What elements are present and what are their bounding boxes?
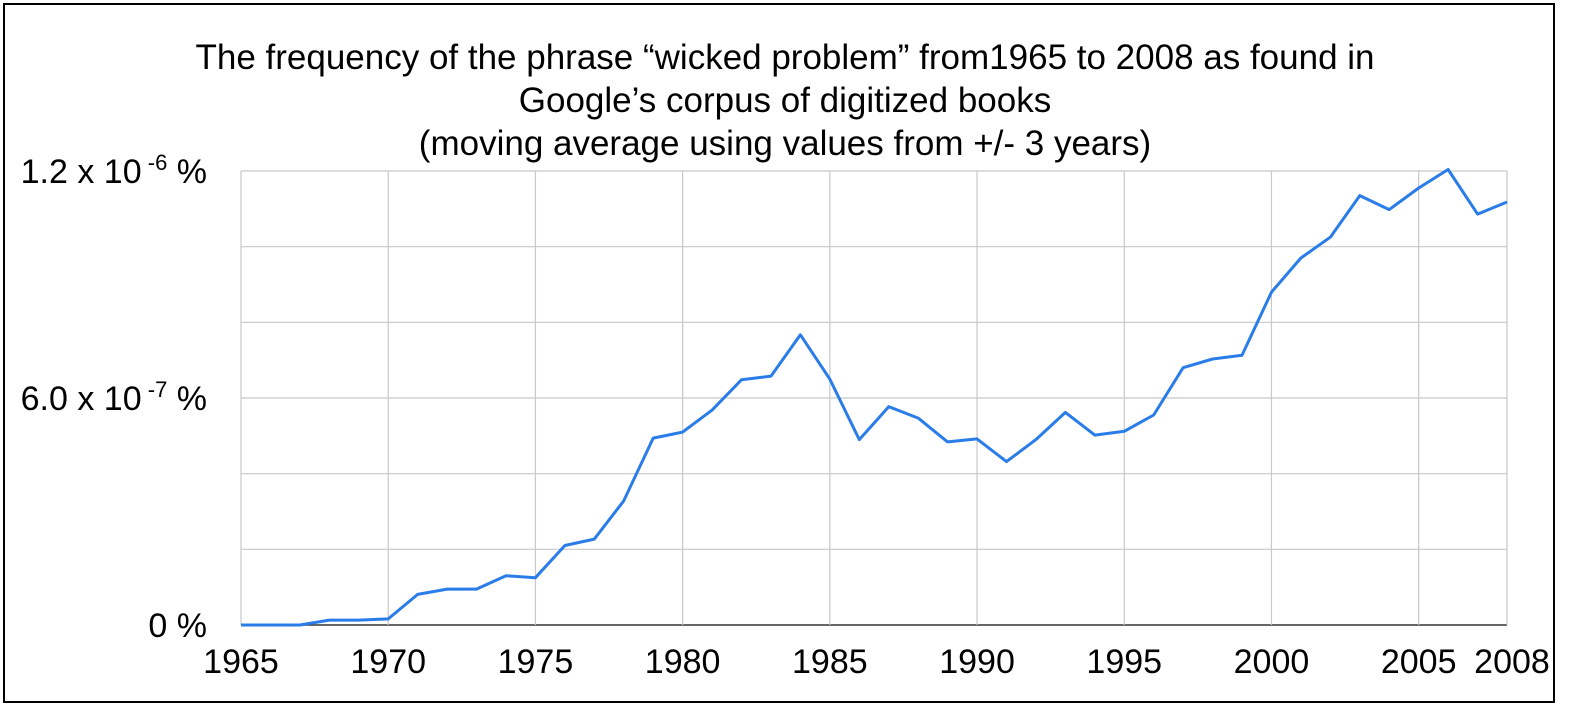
title-line-3: (moving average using values from +/- 3 …	[418, 124, 1152, 163]
series-line	[241, 168, 1508, 627]
title-line-1: The frequency of the phrase “wicked prob…	[195, 38, 1375, 77]
x-tick-label: 2008	[1474, 643, 1550, 681]
gridlines	[240, 170, 1508, 626]
x-axis-ticks: 1965 1970 1975 1980 1985 1990 1995 2000 2005 2008	[203, 643, 1550, 681]
chart-frame	[3, 3, 1555, 703]
chart-title: The frequency of the phrase “wicked prob…	[0, 36, 1570, 165]
series	[241, 168, 1508, 627]
x-tick-label: 1995	[1086, 643, 1162, 681]
x-tick-label: 1990	[939, 643, 1015, 681]
x-tick-label: 1975	[498, 643, 574, 681]
x-tick-label: 1970	[350, 643, 426, 681]
y-tick-label: 0 %	[148, 607, 207, 645]
x-tick-label: 1985	[792, 643, 868, 681]
x-tick-label: 2000	[1234, 643, 1310, 681]
y-tick-label: 1.2 x 10 -6 %	[21, 150, 207, 191]
y-tick-label: 6.0 x 10 -7 %	[21, 377, 207, 418]
y-axis-ticks: 0 % 6.0 x 10 -7 % 1.2 x 10 -6 %	[21, 150, 207, 645]
x-tick-label: 2005	[1381, 643, 1457, 681]
x-tick-label: 1965	[203, 643, 279, 681]
x-tick-label: 1980	[645, 643, 721, 681]
title-line-2: Google’s corpus of digitized books	[518, 81, 1052, 120]
